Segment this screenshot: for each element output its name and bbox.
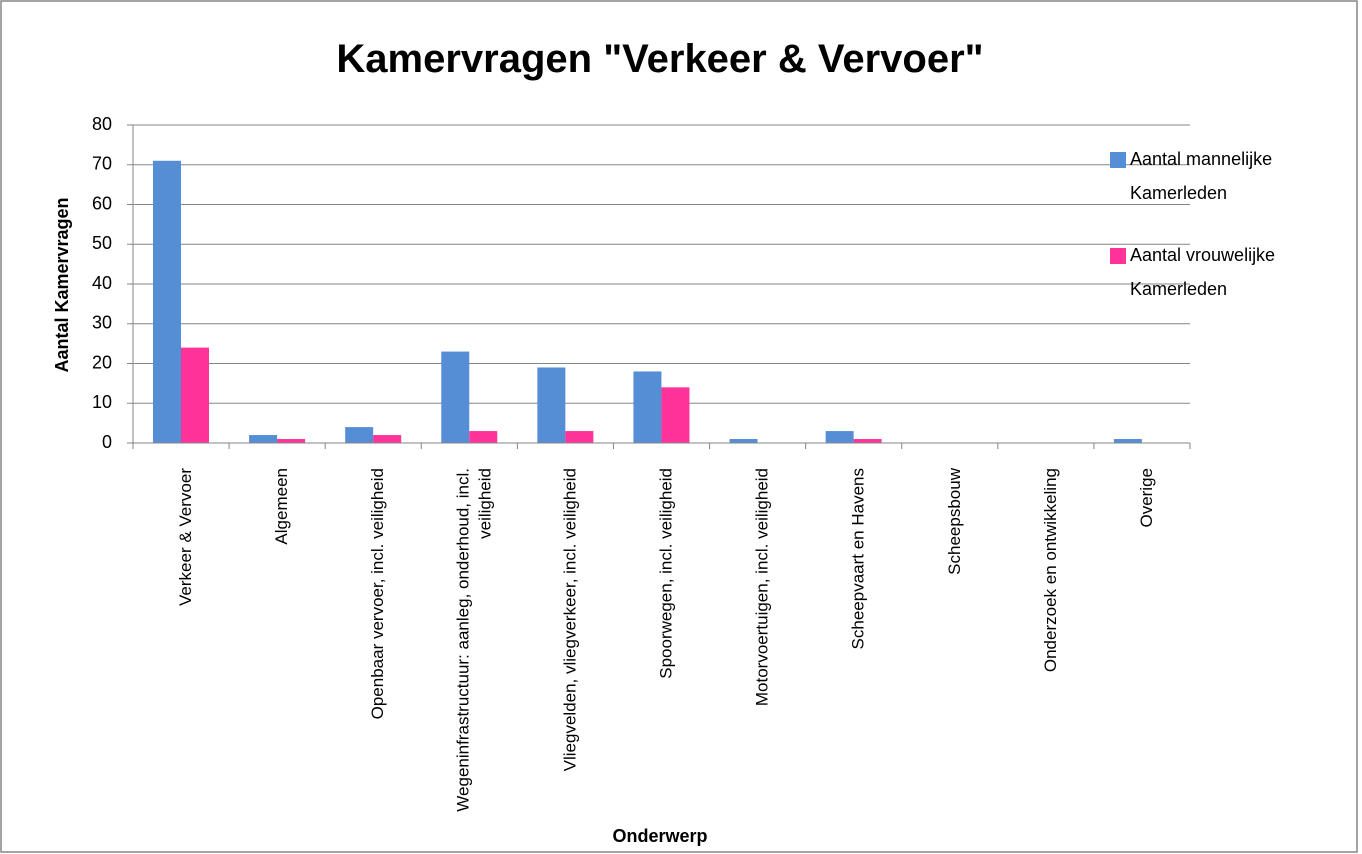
y-tick-label: 60 <box>92 193 112 213</box>
x-tick-label: Scheepsbouw <box>945 467 964 575</box>
y-tick-label: 0 <box>102 432 112 452</box>
x-tick-label: Vliegvelden, vliegverkeer, incl. veiligh… <box>561 468 580 771</box>
x-tick-label: Spoorwegen, incl. veiligheid <box>657 468 676 679</box>
x-tick-label: Motorvoertuigen, incl. veiligheid <box>753 468 772 706</box>
bar <box>1113 439 1142 443</box>
legend-label: Aantal mannelijke Kamerleden <box>1130 149 1272 203</box>
bar <box>825 431 854 443</box>
bar <box>565 431 594 443</box>
bar <box>661 387 690 443</box>
y-tick-label: 40 <box>92 273 112 293</box>
bar <box>633 371 662 443</box>
legend-swatch <box>1110 152 1126 168</box>
bar <box>441 351 470 443</box>
y-axis-title: Aantal Kamervragen <box>52 197 72 372</box>
x-tick-label: Overige <box>1137 468 1156 528</box>
legend-label: Aantal vrouwelijke Kamerleden <box>1130 245 1275 299</box>
bar <box>153 160 181 443</box>
bar <box>277 439 306 443</box>
x-tick-label: Onderzoek en ontwikkeling <box>1041 468 1060 672</box>
x-tick-label: Algemeen <box>273 468 292 545</box>
bar <box>249 435 278 443</box>
bar <box>345 427 374 443</box>
x-axis-title: Onderwerp <box>612 826 707 846</box>
bar <box>729 439 758 443</box>
y-tick-label: 80 <box>92 114 112 134</box>
y-tick-label: 20 <box>92 352 112 372</box>
x-tick-label: Openbaar vervoer, incl. veiligheid <box>369 468 388 719</box>
y-tick-label: 50 <box>92 233 112 253</box>
bar <box>469 431 498 443</box>
chart-title: Kamervragen "Verkeer & Vervoer" <box>336 37 983 81</box>
bar <box>537 367 566 443</box>
x-tick-label: Verkeer & Vervoer <box>177 468 196 606</box>
x-tick-label: Scheepvaart en Havens <box>849 468 868 649</box>
bar <box>853 439 882 443</box>
x-tick-label: Wegeninfrastructuur: aanleg, onderhoud, … <box>454 468 495 812</box>
bar <box>373 435 402 443</box>
bar <box>181 347 209 443</box>
legend-swatch <box>1110 248 1126 264</box>
y-tick-label: 10 <box>92 392 112 412</box>
y-tick-label: 30 <box>92 313 112 333</box>
y-tick-label: 70 <box>92 154 112 174</box>
